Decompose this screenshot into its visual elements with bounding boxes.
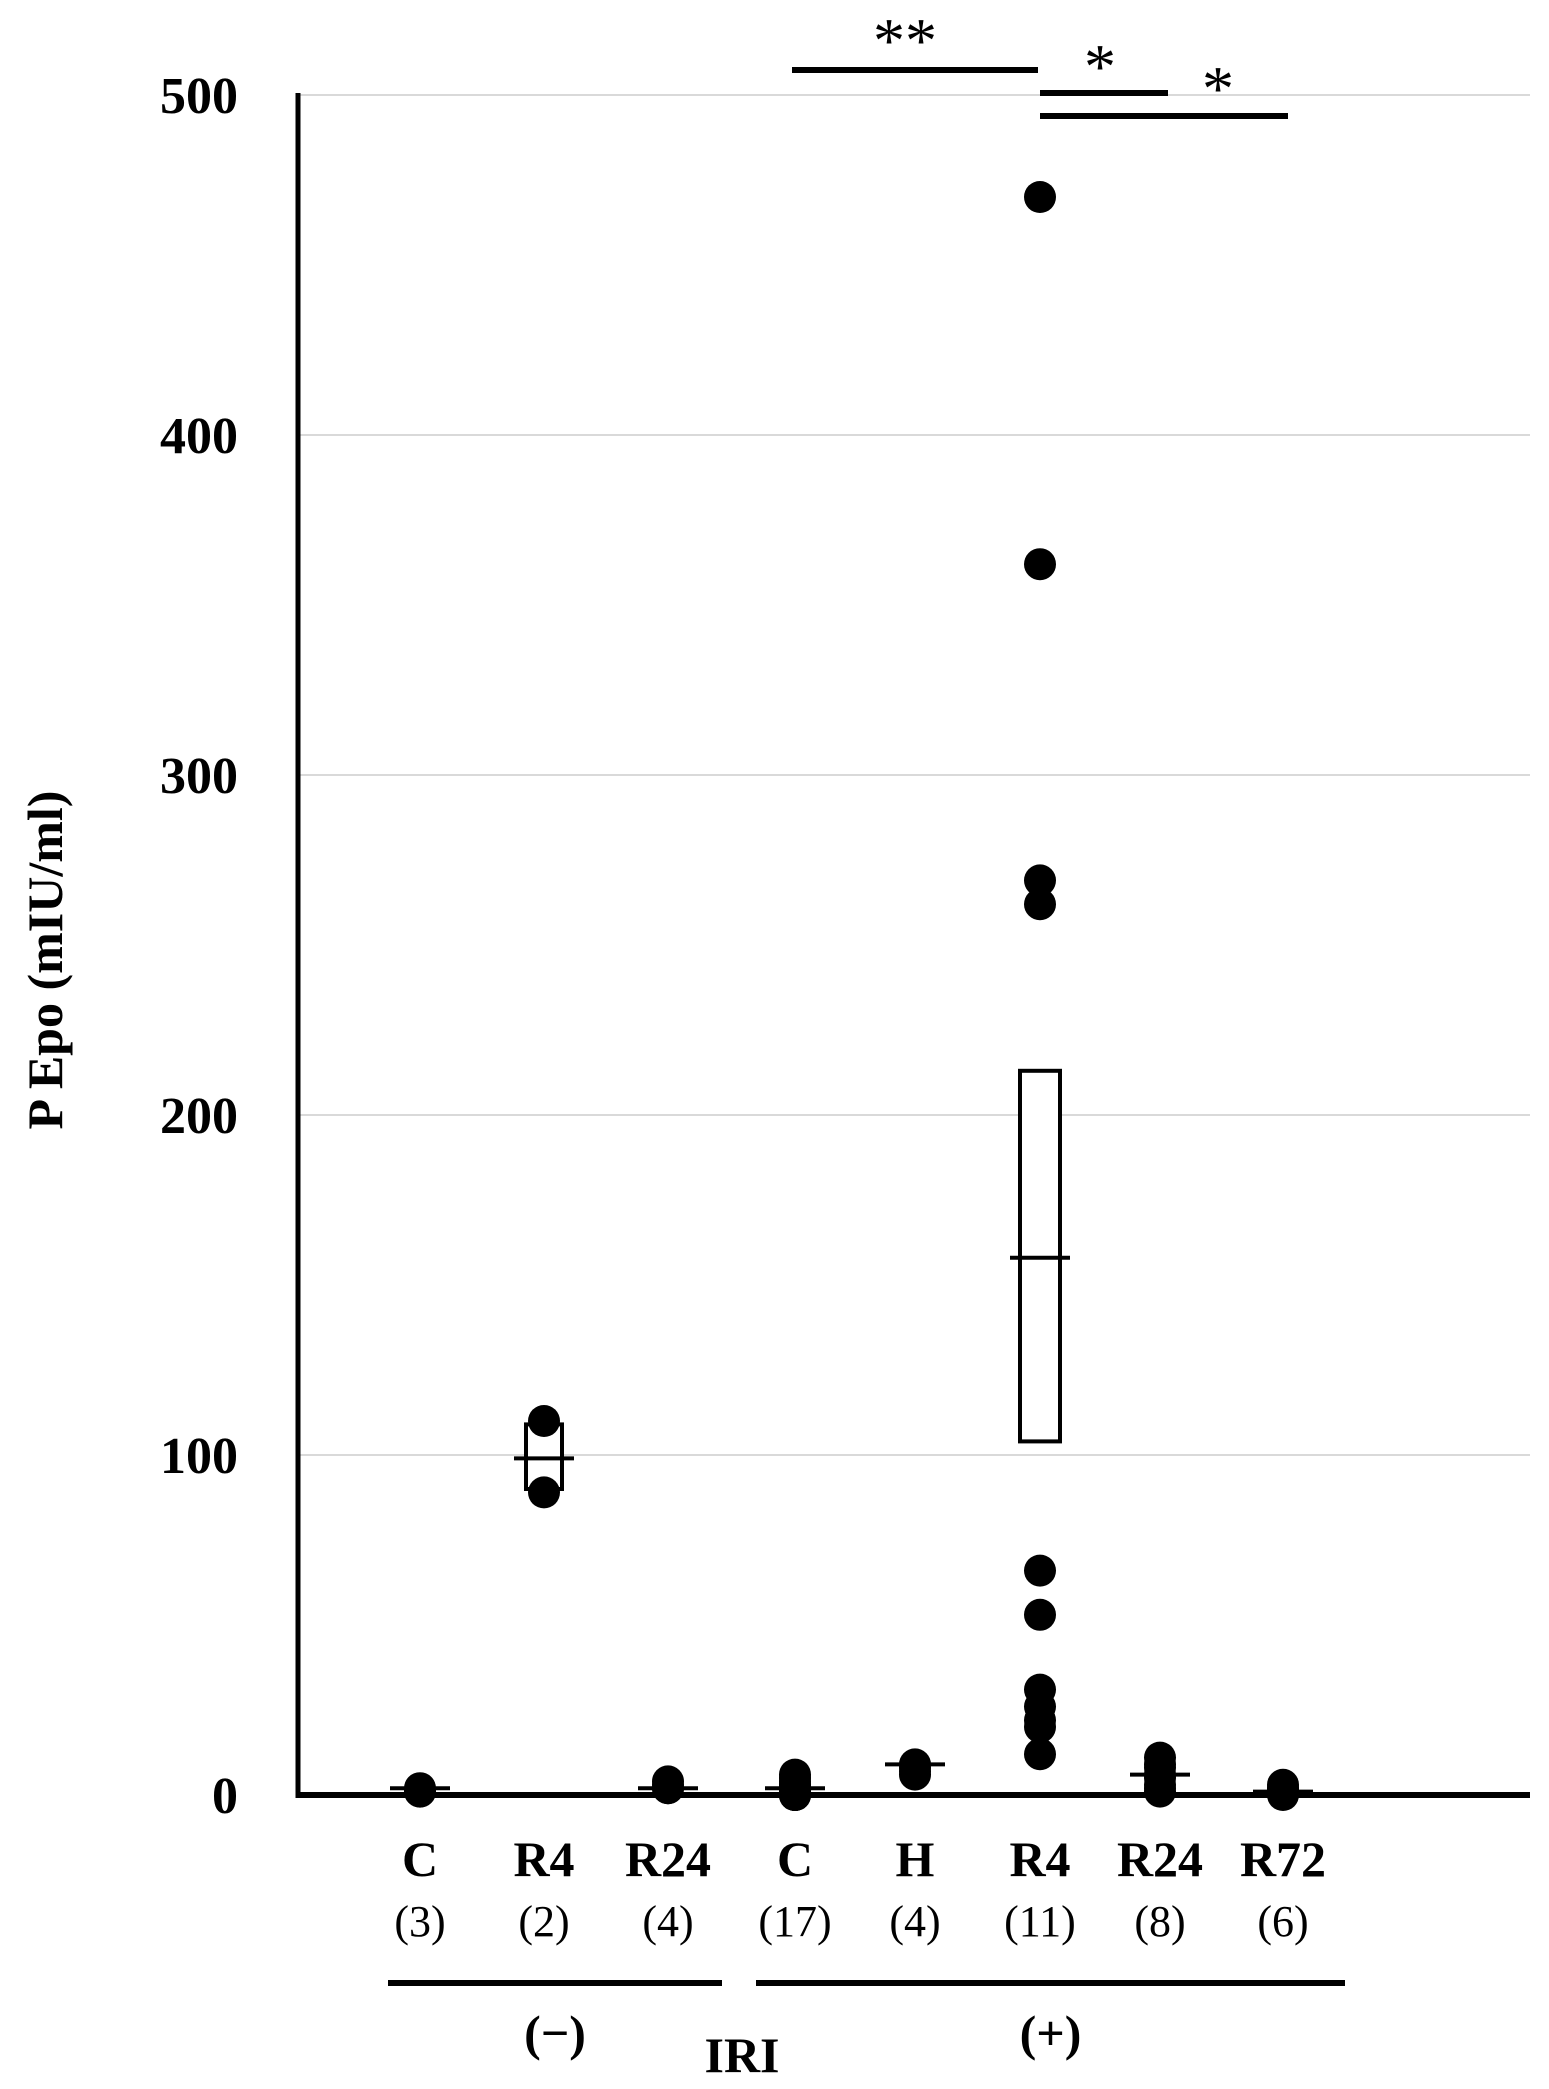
x-category-count: (4): [642, 1897, 693, 1946]
data-point: [1024, 1598, 1056, 1631]
x-category-label: C: [402, 1831, 438, 1887]
significance-label: *: [1084, 31, 1116, 102]
group-label: (+): [1020, 2005, 1082, 2061]
x-category-count: (6): [1257, 1897, 1308, 1946]
data-point: [1024, 888, 1056, 921]
y-tick-label: 200: [160, 1088, 238, 1145]
data-point: [1144, 1775, 1176, 1808]
y-tick-label: 100: [160, 1428, 238, 1485]
x-category-count: (4): [889, 1897, 940, 1946]
significance-markers: ** * *: [792, 5, 1288, 124]
x-category-label: R72: [1240, 1831, 1326, 1887]
y-tick-label: 400: [160, 408, 238, 465]
data-point: [528, 1476, 560, 1509]
x-category-count: (8): [1134, 1897, 1185, 1946]
gridlines: [298, 94, 1530, 1456]
y-axis-label: P Epo (mIU/ml): [17, 791, 73, 1130]
data-point: [1024, 1554, 1056, 1587]
x-category-label: R24: [625, 1831, 711, 1887]
category-labels: C (3) R4 (2) R24 (4) C (17) H (4) R4 (11) R24 (8) R72 (…: [388, 1831, 1345, 2083]
x-category-count: (2): [518, 1897, 569, 1946]
data-point: [1024, 181, 1056, 213]
axes: 0 100 200 300 400 500: [160, 68, 1530, 1825]
factor-label: IRI: [704, 2027, 779, 2083]
y-tick-label: 300: [160, 748, 238, 805]
data-point: [528, 1405, 560, 1437]
x-category-label: C: [777, 1831, 813, 1887]
x-category-count: (3): [394, 1897, 445, 1946]
data-points: [404, 181, 1299, 1811]
y-tick-label: 0: [212, 1768, 238, 1825]
x-category-count: (11): [1004, 1897, 1076, 1946]
x-category-label: H: [896, 1831, 935, 1887]
x-category-count: (17): [758, 1897, 831, 1946]
mean-boxes: [390, 1068, 1313, 1794]
x-category-label: R24: [1117, 1831, 1203, 1887]
data-point: [1024, 1738, 1056, 1771]
significance-label: **: [873, 5, 937, 76]
data-point: [1024, 1711, 1056, 1743]
y-tick-label: 500: [160, 68, 238, 125]
x-category-label: R4: [513, 1831, 574, 1887]
data-point: [652, 1772, 684, 1805]
data-point: [899, 1758, 931, 1791]
x-category-label: R4: [1009, 1831, 1070, 1887]
data-point: [1024, 864, 1056, 897]
significance-label: *: [1202, 53, 1234, 124]
data-point: [404, 1775, 436, 1808]
data-point: [1024, 548, 1056, 581]
group-label: (−): [524, 2005, 586, 2061]
